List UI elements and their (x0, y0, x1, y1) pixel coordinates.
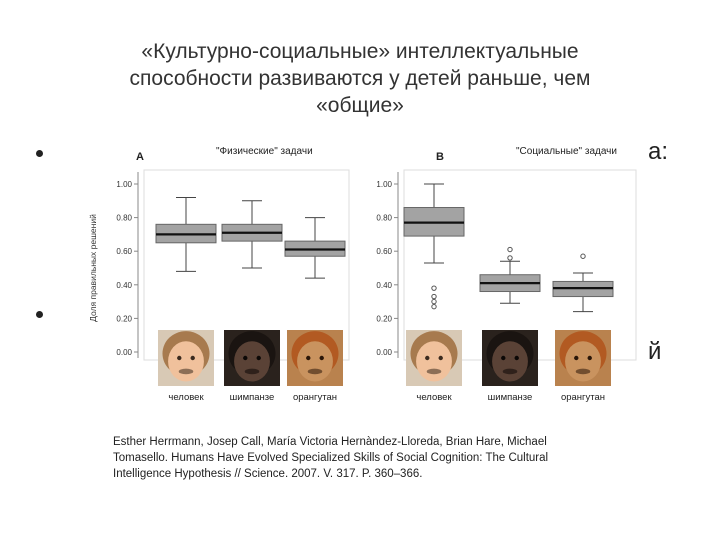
citation: Esther Herrmann, Josep Call, María Victo… (113, 434, 583, 482)
outlier-point (507, 255, 513, 261)
category-label: человек (168, 392, 204, 403)
bullet-text-fragment-2: й (648, 338, 662, 365)
outlier-point (431, 303, 437, 310)
slide-title: «Культурно-социальные» интеллектуальные … (129, 40, 591, 117)
outlier-point (431, 285, 437, 291)
y-tick-label: 0.20 (376, 314, 392, 323)
boxplot-svg: A "Физические" задачи 0.00 0.20 0.40 0.60 0.80… (88, 146, 637, 403)
panel-title: "Социальные" задачи (516, 146, 617, 157)
y-tick-label: 0.60 (376, 247, 392, 256)
outlier-point (431, 293, 437, 300)
chimpanzee-photo (482, 330, 538, 386)
y-tick-label: 0.60 (116, 247, 132, 256)
category-label: шимпанзе (488, 392, 533, 403)
panel-label: A (136, 151, 144, 163)
panel-label: B (436, 151, 444, 163)
y-tick-label: 0.20 (116, 314, 132, 323)
y-tick-label: 1.00 (116, 180, 132, 189)
y-axis-label: Доля правильных решений (88, 214, 98, 322)
bullet-text-fragment-1: а: (648, 138, 669, 165)
y-tick-label: 0.40 (376, 281, 392, 290)
outlier-point (507, 246, 513, 253)
bullet-marker-1 (36, 150, 43, 157)
panel-title: "Физические" задачи (216, 146, 313, 157)
category-label: человек (416, 392, 452, 403)
y-tick-label: 0.00 (116, 348, 132, 357)
y-tick-label: 1.00 (376, 180, 392, 189)
y-tick-label: 0.40 (116, 281, 132, 290)
citation-line-2: Tomasello. Humans Have Evolved Specializ… (113, 452, 549, 464)
chimpanzee-photo (224, 330, 280, 386)
y-tick-label: 0.80 (376, 214, 392, 223)
human-child-photo (406, 330, 462, 386)
citation-line-3: Intelligence Hypothesis // Science. 2007… (113, 468, 423, 480)
category-label: шимпанзе (230, 392, 275, 403)
bullet-marker-2 (36, 311, 43, 318)
y-tick-label: 0.80 (116, 214, 132, 223)
citation-line-1: Esther Herrmann, Josep Call, María Victo… (113, 436, 547, 448)
outlier-point (580, 253, 586, 259)
category-label: орангутан (561, 392, 605, 403)
boxplot-figure: A "Физические" задачи 0.00 0.20 0.40 0.60 0.80… (88, 132, 668, 412)
outlier-point (431, 298, 437, 305)
orangutan-photo (555, 330, 611, 386)
y-tick-label: 0.00 (376, 348, 392, 357)
orangutan-photo (287, 330, 343, 386)
human-child-photo (158, 330, 214, 386)
category-label: орангутан (293, 392, 337, 403)
